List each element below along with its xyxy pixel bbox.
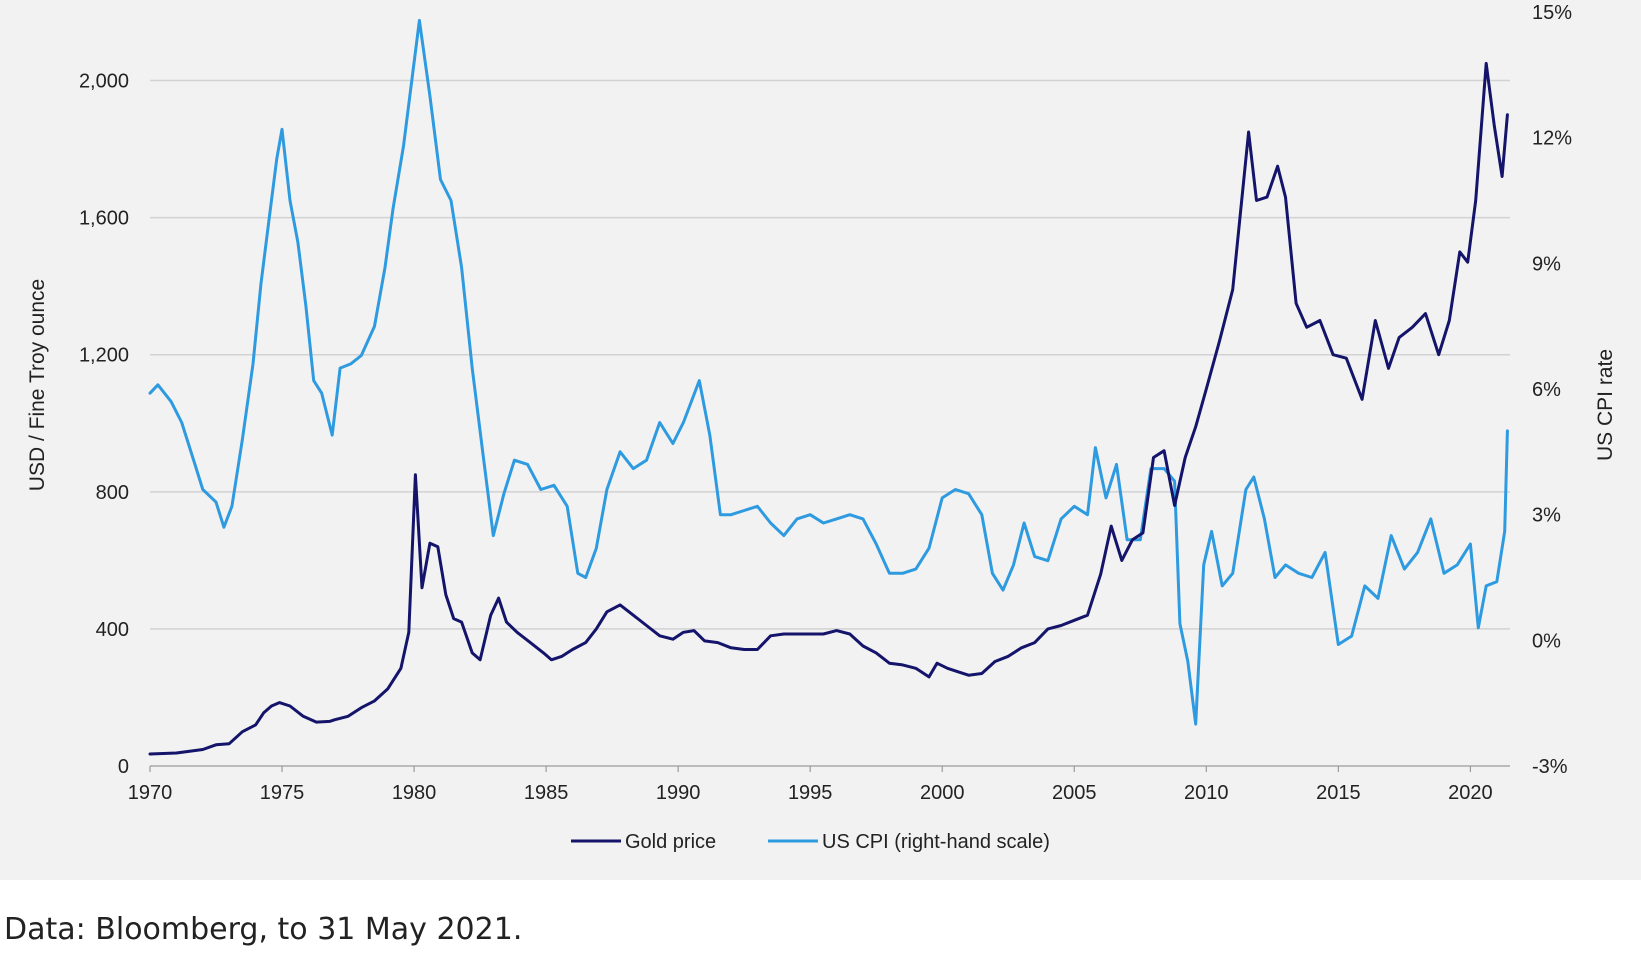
x-tick-label: 1970: [128, 782, 173, 804]
x-tick-label: 1995: [788, 782, 833, 804]
x-tick-label: 2020: [1448, 782, 1493, 804]
left-axis-ticks: 0 400 800 1,200 1,600 2,000: [79, 71, 129, 778]
x-tick-label: 1985: [524, 782, 569, 804]
series-line-us-cpi: [148, 18, 1509, 726]
x-tick-label: 2005: [1052, 782, 1097, 804]
left-tick-label: 2,000: [79, 71, 129, 93]
left-tick-label: 1,200: [79, 345, 129, 367]
legend-label-cpi: US CPI (right-hand scale): [822, 831, 1050, 853]
series-line-gold-price: [148, 61, 1509, 756]
left-tick-label: 0: [118, 756, 129, 778]
x-tick-label: 2000: [920, 782, 965, 804]
right-tick-label: 15%: [1532, 2, 1572, 24]
x-tick-label: 1975: [260, 782, 305, 804]
legend: Gold price US CPI (right-hand scale): [571, 831, 1050, 853]
right-tick-label: 0%: [1532, 630, 1561, 652]
legend-label-gold: Gold price: [625, 831, 716, 853]
x-tick-label: 1980: [392, 782, 437, 804]
chart-panel: 0 400 800 1,200 1,600 2,000 -3% 0% 3% 6% 9% 12% 15%…: [0, 0, 1641, 880]
x-tick-label: 2010: [1184, 782, 1229, 804]
gold-vs-cpi-chart: 0 400 800 1,200 1,600 2,000 -3% 0% 3% 6% 9% 12% 15%…: [26, 2, 1617, 853]
right-axis-title: US CPI rate: [1594, 349, 1617, 461]
left-tick-label: 400: [96, 619, 129, 641]
right-tick-label: 6%: [1532, 379, 1561, 401]
right-tick-label: 9%: [1532, 253, 1561, 275]
right-tick-label: 12%: [1532, 128, 1572, 150]
x-tick-label: 2015: [1316, 782, 1361, 804]
x-axis-ticks: 1970 1975 1980 1985 1990 1995 2000 2005 2010 2015…: [128, 765, 1510, 804]
series-layer: [148, 18, 1509, 756]
right-tick-label: 3%: [1532, 505, 1561, 527]
gridlines: [150, 79, 1510, 630]
left-axis-title: USD / Fine Troy ounce: [26, 279, 49, 491]
source-note: Data: Bloomberg, to 31 May 2021.: [4, 912, 523, 947]
x-tick-label: 1990: [656, 782, 701, 804]
left-tick-label: 1,600: [79, 208, 129, 230]
right-tick-label: -3%: [1532, 756, 1568, 778]
left-tick-label: 800: [96, 482, 129, 504]
right-axis-ticks: -3% 0% 3% 6% 9% 12% 15%: [1532, 2, 1572, 778]
